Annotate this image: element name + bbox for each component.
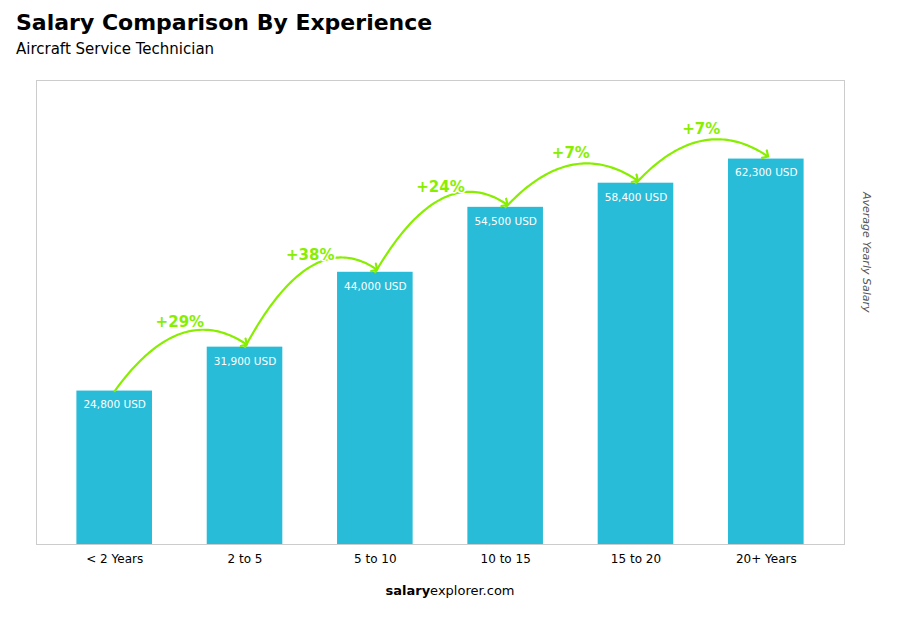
svg-text:58,400 USD: 58,400 USD — [605, 191, 668, 203]
svg-text:31,900 USD: 31,900 USD — [214, 355, 277, 367]
html-text:Salary Comparison By Experienc: Salary Comparison By Experience — [16, 10, 433, 35]
svg-text:+24%: +24% — [416, 178, 464, 196]
svg-text:10 to 15: 10 to 15 — [481, 552, 531, 566]
svg-text:62,300 USD: 62,300 USD — [735, 166, 798, 178]
svg-text:Average Yearly Salary: Average Yearly Salary — [860, 191, 873, 313]
svg-text:+7%: +7% — [682, 120, 720, 138]
svg-text:5 to 10: 5 to 10 — [354, 552, 397, 566]
html-text:salary explorer.com: salary explorer.com — [385, 583, 515, 598]
svg-text:54,500 USD: 54,500 USD — [474, 215, 537, 227]
svg-text:2 to 5: 2 to 5 — [228, 552, 263, 566]
svg-text:+29%: +29% — [156, 313, 204, 331]
svg-text:< 2 Years: < 2 Years — [86, 552, 143, 566]
svg-text:15 to 20: 15 to 20 — [611, 552, 661, 566]
html-text:Aircraft Service Technician: Aircraft Service Technician — [16, 40, 215, 58]
svg-text:+7%: +7% — [552, 144, 590, 162]
svg-text:24,800 USD: 24,800 USD — [83, 398, 146, 410]
svg-text:20+ Years: 20+ Years — [736, 552, 797, 566]
svg-text:+38%: +38% — [286, 246, 334, 264]
svg-text:44,000 USD: 44,000 USD — [344, 280, 407, 292]
